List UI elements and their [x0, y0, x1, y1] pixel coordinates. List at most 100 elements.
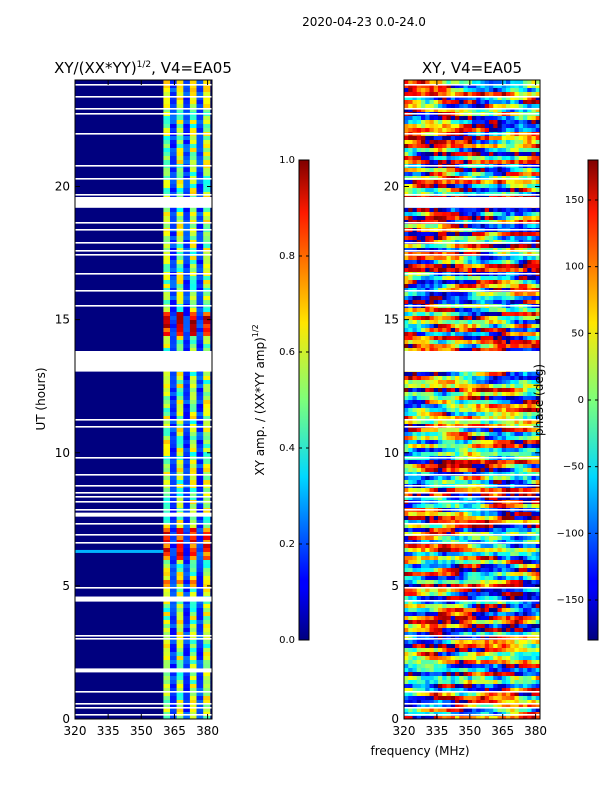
heatmap-cell: [203, 620, 211, 625]
heatmap-cell: [421, 208, 426, 213]
heatmap-cell: [489, 492, 494, 497]
heatmap-cell: [404, 440, 409, 445]
heatmap-cell: [196, 124, 204, 129]
heatmap-cell: [493, 536, 498, 541]
heatmap-cell: [163, 560, 171, 565]
heatmap-cell: [531, 152, 537, 157]
heatmap-cell: [497, 184, 503, 189]
heatmap-cell: [421, 544, 426, 549]
heatmap-cell: [196, 104, 204, 109]
heatmap-cell: [455, 280, 460, 285]
heatmap-cell: [493, 436, 498, 441]
heatmap-cell: [489, 108, 494, 113]
heatmap-cell: [446, 336, 452, 341]
heatmap-cell: [438, 516, 443, 521]
heatmap-cell: [463, 168, 469, 173]
heatmap-cell: [467, 384, 473, 389]
heatmap-cell: [472, 340, 477, 345]
heatmap-cell: [467, 464, 473, 469]
heatmap-cell: [484, 396, 490, 401]
heatmap-cell: [497, 224, 503, 229]
heatmap-cell: [514, 496, 520, 501]
heatmap-cell: [497, 80, 503, 85]
heatmap-cell: [421, 144, 426, 149]
heatmap-cell: [463, 184, 469, 189]
data-gap: [75, 165, 212, 167]
data-gap: [75, 370, 212, 372]
heatmap-cell: [514, 156, 520, 161]
heatmap-cell: [176, 504, 184, 509]
heatmap-cell: [412, 180, 418, 185]
heatmap-cell: [183, 628, 191, 633]
heatmap-cell: [531, 120, 537, 125]
heatmap-cell: [189, 516, 197, 521]
heatmap-cell: [518, 492, 524, 497]
heatmap-cell: [455, 340, 460, 345]
heatmap-cell: [203, 124, 211, 129]
heatmap-cell: [196, 564, 204, 569]
heatmap-cell: [506, 268, 511, 273]
heatmap-cell: [438, 172, 443, 177]
heatmap-cell: [506, 328, 511, 333]
heatmap-cell: [497, 436, 503, 441]
data-gap: [75, 638, 212, 640]
heatmap-cell: [176, 236, 184, 241]
heatmap-cell: [203, 280, 211, 285]
heatmap-cell: [489, 528, 494, 533]
heatmap-cell: [189, 652, 197, 657]
heatmap-cell: [480, 328, 486, 333]
heatmap-cell: [467, 436, 473, 441]
heatmap-cell: [527, 480, 532, 485]
heatmap-cell: [506, 88, 511, 93]
heatmap-cell: [467, 212, 473, 217]
heatmap-cell: [501, 388, 507, 393]
heatmap-cell: [463, 460, 469, 465]
heatmap-cell: [189, 520, 197, 525]
heatmap-cell: [412, 140, 418, 145]
heatmap-cell: [518, 292, 524, 297]
heatmap-cell: [535, 460, 540, 465]
heatmap-cell: [189, 560, 197, 565]
heatmap-cell: [183, 504, 191, 509]
heatmap-cell: [203, 284, 211, 289]
heatmap-cell: [446, 140, 452, 145]
heatmap-cell: [489, 80, 494, 85]
heatmap-cell: [535, 536, 540, 541]
heatmap-cell: [506, 428, 511, 433]
heatmap-cell: [506, 480, 511, 485]
heatmap-cell: [484, 504, 490, 509]
heatmap-cell: [489, 264, 494, 269]
heatmap-cell: [535, 120, 540, 125]
heatmap-cell: [183, 624, 191, 629]
heatmap-cell: [476, 308, 481, 313]
heatmap-cell: [493, 156, 498, 161]
heatmap-cell: [170, 604, 178, 609]
heatmap-cell: [514, 464, 520, 469]
heatmap-cell: [527, 148, 532, 153]
heatmap-cell: [514, 256, 520, 261]
heatmap-cell: [527, 184, 532, 189]
heatmap-cell: [163, 556, 171, 561]
heatmap-cell: [455, 276, 460, 281]
heatmap-cell: [421, 520, 426, 525]
heatmap-cell: [416, 92, 422, 97]
heatmap-cell: [531, 96, 537, 101]
heatmap-cell: [527, 488, 532, 493]
heatmap-cell: [476, 344, 481, 349]
heatmap-cell: [416, 520, 422, 525]
heatmap-cell: [170, 616, 178, 621]
heatmap-cell: [467, 120, 473, 125]
heatmap-cell: [163, 444, 171, 449]
heatmap-cell: [170, 524, 178, 529]
heatmap-cell: [189, 556, 197, 561]
heatmap-cell: [425, 488, 430, 493]
heatmap-cell: [421, 460, 426, 465]
heatmap-cell: [416, 388, 422, 393]
heatmap-cell: [467, 396, 473, 401]
heatmap-cell: [476, 84, 481, 89]
heatmap-cell: [433, 444, 439, 449]
heatmap-cell: [421, 480, 426, 485]
heatmap-cell: [497, 116, 503, 121]
heatmap-cell: [438, 384, 443, 389]
heatmap-cell: [446, 380, 452, 385]
